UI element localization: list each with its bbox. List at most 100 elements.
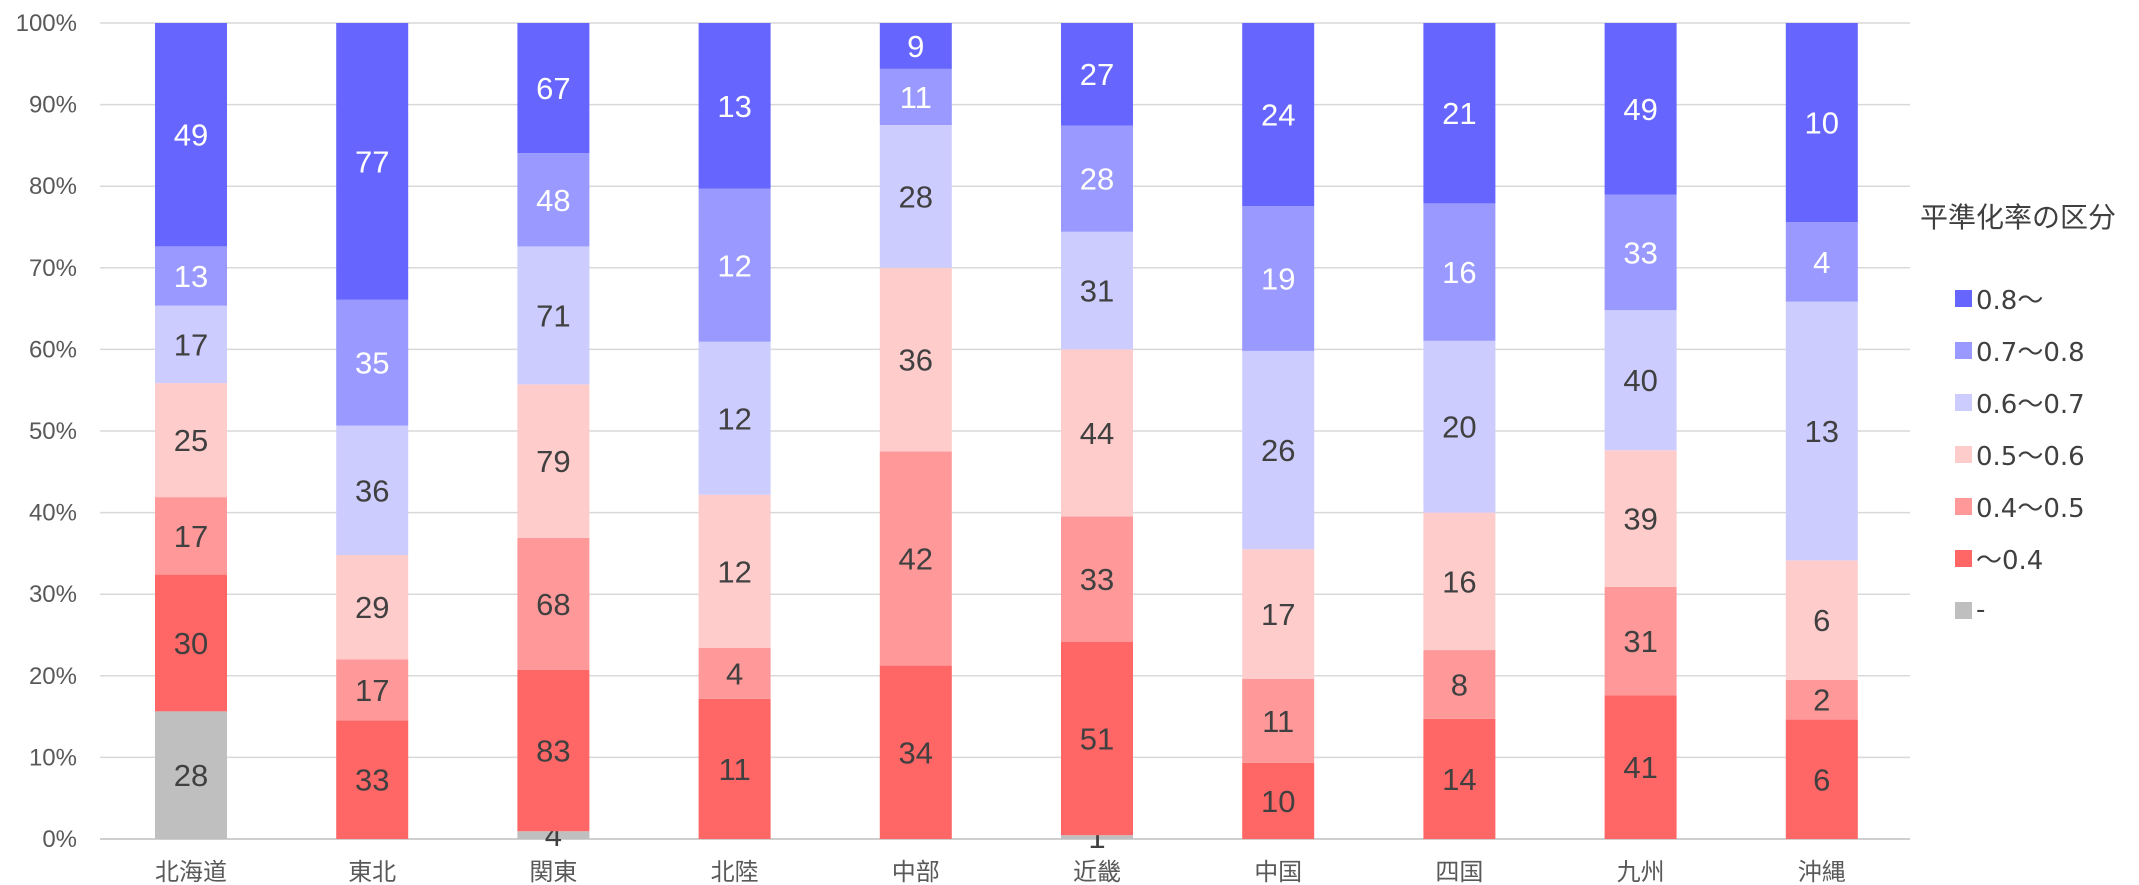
data-label: 31 (1080, 274, 1114, 309)
data-label: 24 (1261, 98, 1295, 133)
bar-segment (1061, 349, 1133, 517)
bar-segment (1785, 679, 1858, 720)
bar-segment (517, 23, 590, 154)
data-label: 35 (355, 346, 389, 381)
data-label: 83 (536, 734, 570, 769)
bar-segment (1423, 23, 1496, 204)
data-label: 16 (1442, 255, 1476, 290)
data-label: 12 (717, 248, 751, 283)
bar-segment (879, 23, 952, 69)
data-label: 26 (1261, 433, 1295, 468)
data-label: 33 (355, 763, 389, 798)
bar-segment (1061, 516, 1133, 642)
bar-segment (698, 341, 771, 495)
bar-segment (1061, 125, 1133, 232)
data-label: 14 (1442, 762, 1476, 797)
bar-segment (155, 246, 227, 306)
bar-segment (336, 659, 409, 721)
data-label: 11 (900, 80, 932, 115)
data-label: 51 (1080, 721, 1114, 756)
bar-segment (1423, 340, 1496, 513)
data-label: 29 (355, 590, 389, 625)
data-label: 10 (1805, 106, 1839, 141)
bar-segment (879, 68, 952, 125)
data-label: 21 (1442, 96, 1476, 131)
bar-segment (336, 299, 409, 426)
bar-segment (155, 23, 227, 247)
legend-swatch (1955, 601, 1972, 619)
bar-segment (1423, 203, 1496, 341)
y-tick-label: 20% (29, 663, 77, 690)
data-label: 44 (1080, 416, 1114, 451)
data-label: 9 (907, 29, 924, 64)
x-tick-label: 四国 (1435, 858, 1483, 885)
legend-item: 0.8～ (1955, 272, 2085, 324)
bar-segment (1061, 835, 1133, 839)
y-tick-label: 40% (29, 500, 77, 527)
bar-segment (1785, 719, 1858, 839)
bar-segment (1423, 512, 1496, 651)
data-label: 8 (1451, 667, 1468, 702)
data-label: 6 (1813, 762, 1830, 797)
legend-item: - (1955, 584, 2085, 636)
y-tick-label: 50% (29, 418, 77, 445)
data-label: 28 (899, 179, 933, 214)
bar-segment (1242, 549, 1315, 679)
bar-segment (1785, 301, 1858, 561)
bar-segment (1604, 586, 1677, 696)
legend: 0.8～ 0.7～0.8 0.6～0.7 0.5～0.6 0.4～0.5 ～0.4 - (1955, 272, 2085, 636)
legend-item: 0.7～0.8 (1955, 324, 2085, 376)
data-label: 13 (174, 259, 208, 294)
data-label: 11 (1262, 704, 1294, 739)
data-label: 36 (899, 343, 933, 378)
y-tick-label: 10% (29, 744, 77, 771)
bar-segment (698, 647, 771, 699)
legend-swatch (1955, 445, 1972, 463)
bar-segment (1061, 231, 1133, 350)
bar-segment (1604, 194, 1677, 311)
x-tick-label: 中国 (1254, 858, 1302, 885)
data-label: 4 (1813, 245, 1830, 280)
bar-segment (879, 451, 952, 666)
bar-segment (1242, 23, 1315, 207)
bar-segment (336, 555, 409, 660)
data-label: 4 (726, 656, 743, 691)
legend-swatch (1955, 341, 1972, 359)
data-label: 28 (1080, 162, 1114, 197)
data-label: 67 (536, 71, 570, 106)
data-label: 17 (174, 519, 208, 554)
y-tick-label: 90% (29, 92, 77, 119)
data-label: 48 (536, 183, 570, 218)
data-label: 17 (174, 327, 208, 362)
bar-segment (879, 267, 952, 452)
x-tick-label: 九州 (1617, 858, 1665, 885)
legend-item: 0.6～0.7 (1955, 376, 2085, 428)
data-label: 39 (1623, 502, 1657, 537)
bar-segment (1242, 206, 1315, 351)
bar-segment (698, 698, 771, 839)
x-tick-label: 東北 (348, 858, 396, 885)
bar-segment (698, 23, 771, 189)
bar-segment (1604, 23, 1677, 195)
data-label: 40 (1623, 363, 1657, 398)
bar-segment (698, 494, 771, 648)
data-label: 68 (536, 587, 570, 622)
data-label: 30 (174, 626, 208, 661)
data-label: 25 (174, 423, 208, 458)
data-label: 71 (536, 298, 570, 333)
legend-swatch (1955, 289, 1972, 307)
data-label: 33 (1080, 562, 1114, 597)
bar-segment (1423, 718, 1496, 839)
legend-label: - (1976, 595, 1986, 625)
x-tick-label: 関東 (529, 858, 577, 885)
data-label: 33 (1623, 235, 1657, 270)
legend-swatch (1955, 393, 1972, 411)
bar-segment (1785, 222, 1858, 302)
bar-segment (517, 669, 590, 832)
bar-segment (879, 125, 952, 268)
data-label: 49 (1623, 92, 1657, 127)
y-tick-label: 80% (29, 173, 77, 200)
bar-segment (155, 711, 227, 839)
legend-item: 0.4～0.5 (1955, 480, 2085, 532)
